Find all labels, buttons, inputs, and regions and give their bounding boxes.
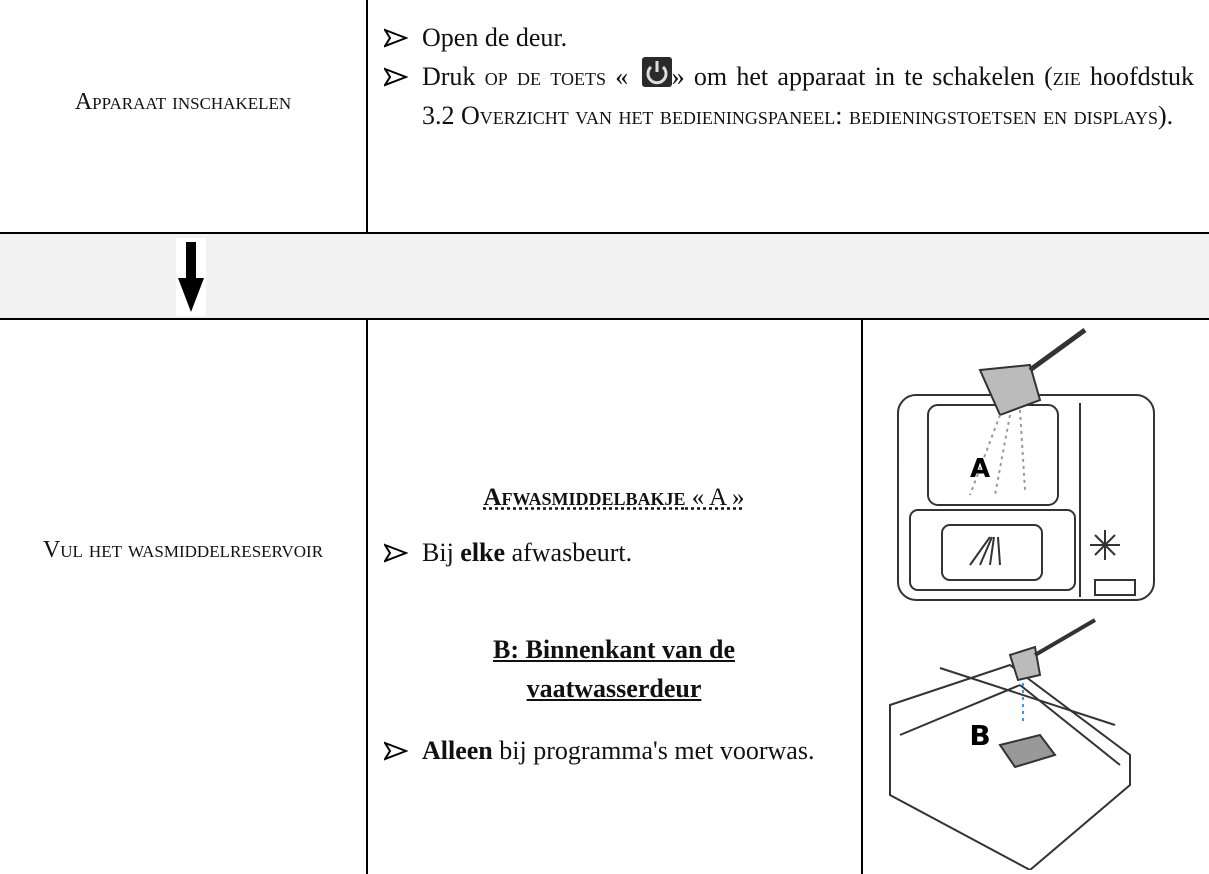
text: afwasbeurt. — [505, 538, 633, 567]
heading: Afwasmiddelbakje « A » — [384, 478, 844, 517]
text: Overzicht van het bedieningspaneel: bedi… — [461, 101, 1159, 130]
bullet — [384, 543, 408, 563]
bullet — [384, 28, 408, 48]
text: « — [605, 62, 638, 91]
door-drawing — [889, 618, 1131, 870]
divider — [861, 319, 863, 874]
step-text: Open de deur. — [422, 23, 568, 52]
text: « A » — [685, 484, 745, 511]
row-label: Apparaat inschakelen — [74, 89, 292, 115]
text: Afwasmiddelbakje — [483, 484, 686, 511]
divider — [366, 319, 368, 874]
step-band — [0, 234, 1209, 318]
step: Druk op de toets « » om het apparaat in … — [384, 57, 1194, 135]
image-label: B — [969, 719, 990, 752]
text: ). — [1158, 101, 1174, 130]
down-arrow — [176, 238, 206, 316]
text: bij programma's met voorwas. — [492, 736, 815, 765]
bullet — [384, 67, 408, 87]
step: Open de deur. — [384, 18, 1194, 57]
text: Druk — [422, 62, 485, 91]
illustrations: A B — [889, 327, 1155, 870]
divider — [0, 318, 1209, 320]
image-label: A — [970, 454, 990, 484]
text: hoofdstuk 3.2 — [422, 62, 1195, 130]
step-text: Bij elke afwasbeurt. — [422, 533, 844, 572]
text: Alleen — [422, 736, 493, 765]
dispenser-drawing — [897, 327, 1155, 601]
text: op de toets — [484, 62, 606, 91]
divider — [0, 232, 1209, 234]
step: Bij elke afwasbeurt. — [384, 533, 844, 572]
text: » om het apparaat in te schakelen ( — [671, 62, 1053, 91]
bullet — [384, 741, 408, 761]
step: Alleen bij programma's met voorwas. — [384, 731, 824, 770]
step-text: Alleen bij programma's met voorwas. — [422, 731, 824, 770]
row-label: Vul het wasmiddelreservoir — [42, 537, 324, 563]
text: Bij — [422, 538, 461, 567]
text: zie — [1052, 62, 1081, 91]
text: elke — [460, 538, 506, 567]
divider — [366, 0, 368, 233]
power-icon — [641, 57, 672, 87]
step-text: Druk op de toets « » om het apparaat in … — [422, 57, 1194, 135]
subheading: B: Binnenkant van de vaatwasserdeur — [492, 635, 736, 703]
